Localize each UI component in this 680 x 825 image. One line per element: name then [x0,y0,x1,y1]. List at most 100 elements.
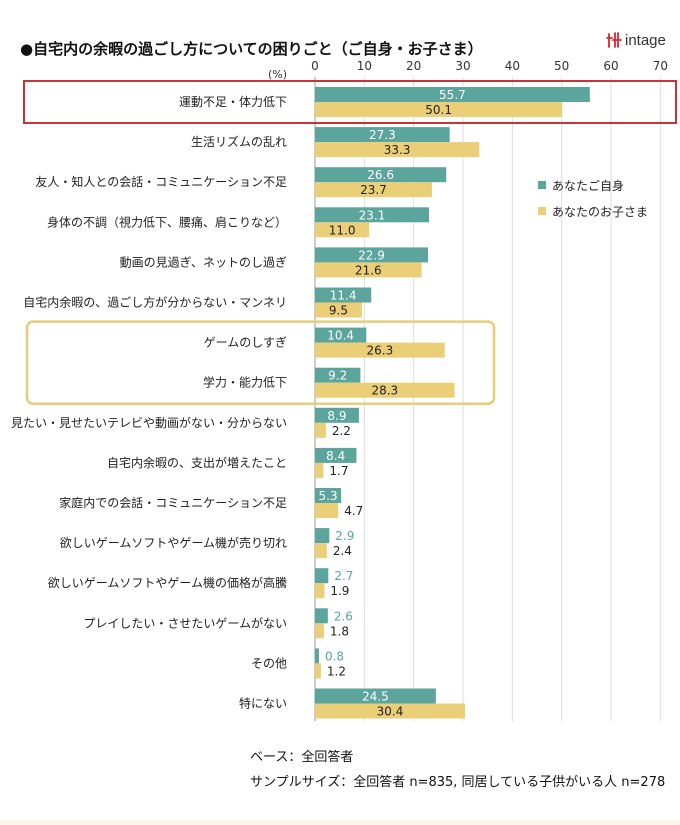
category-label: 特にない [239,696,287,711]
category-label: 欲しいゲームソフトやゲーム機の価格が高騰 [48,575,287,590]
bar-child [315,302,362,318]
category-label: 身体の不調（視力低下、腰痛、肩こりなど） [47,214,287,229]
unit-label: (%) [268,68,287,81]
bar-self [315,207,429,223]
bar-self [315,447,357,463]
bar-self [315,127,450,143]
bar-child-value-label: 2.2 [332,424,351,438]
x-tick-label: 30 [455,59,470,73]
bar-child [315,462,324,478]
bar-self [315,287,372,303]
category-label: 動画の見過ぎ、ネットのし過ぎ [120,255,287,269]
category-label: 運動不足・体力低下 [179,95,287,109]
bar-self-value-label: 11.4 [330,289,357,303]
bar-self [315,488,342,503]
bar-self-value-label: 24.5 [362,690,389,704]
bar-child [315,422,326,438]
highlight-box-red [23,80,677,124]
bar-chart: (%) 0 10 20 30 40 50 60 70 運動不足・体力低下 55.750.1 生活リズム… [11,59,677,721]
bar-self [315,407,359,423]
bar-child-value-label: 9.5 [329,304,348,318]
bar-child [315,142,480,158]
x-tick-label: 70 [653,59,668,73]
bar-child-value-label: 11.0 [329,223,356,237]
bar-self-value-label: 23.1 [359,208,386,222]
bar-self [315,688,436,704]
bar-child [315,102,563,117]
x-tick-label: 20 [406,59,421,73]
category-label: 生活リズムの乱れ [191,134,287,149]
sample-size-note: サンプルサイズ：全回答者 n=835, 同居している子供がいる人 n=278 [250,775,666,790]
bar-child-value-label: 4.7 [344,504,363,518]
bar-child [315,182,432,198]
bar-child-value-label: 2.4 [333,544,352,558]
bar-child-value-label: 26.3 [367,344,394,358]
bar-self [315,648,319,664]
highlight-box-yellow [25,320,496,405]
bar-self-value-label: 5.3 [319,489,338,503]
chart-title: ●自宅内の余暇の過ごし方についての困りごと（ご自身・お子さま） [20,40,483,58]
category-label: 欲しいゲームソフトやゲーム機が売り切れ [60,535,287,550]
bar-child [315,543,327,559]
bar-child [315,703,465,719]
category-label: 学力・能力低下 [203,375,287,390]
x-tick-label: 10 [357,59,372,73]
bar-child [315,342,445,358]
bar-child-value-label: 30.4 [377,705,404,719]
legend-label: あなたのお子さま [552,205,648,219]
bar-self [315,247,428,263]
bar-child-value-label: 33.3 [384,143,411,157]
category-label: 友人・知人との会話・コミュニケーション不足 [35,174,287,189]
bar-self [315,327,367,343]
bar-self-value-label: 22.9 [358,248,385,262]
bar-self-value-label: 27.3 [369,128,396,142]
bar-self-value-label: 26.6 [367,168,394,182]
bar-self [315,568,329,584]
category-label: 自宅内余暇の、過ごし方が分からない・マンネリ [23,295,287,310]
bar-self-value-label: 8.9 [327,409,346,423]
intage-logo-icon [606,32,622,48]
bar-child [315,623,324,639]
category-label: 見たい・見せたいテレビや動画がない・分からない [11,415,287,430]
logo-text: intage [625,31,666,49]
bar-self [315,167,447,183]
x-tick-label: 60 [603,59,618,73]
category-label: プレイしたい・させたいゲームがない [83,615,287,630]
bar-self-value-label: 8.4 [326,449,345,463]
bar-self [315,528,330,544]
base-note: ベース：全回答者 [250,750,354,765]
category-label: その他 [251,656,287,670]
bar-child [315,583,325,599]
bottom-divider [0,820,680,825]
bar-child [315,382,455,398]
bar-child [315,222,370,238]
bar-child-value-label: 1.9 [330,584,349,598]
legend-label: あなたご自身 [552,178,624,193]
bar-self-value-label: 9.2 [328,369,347,383]
bar-child-value-label: 50.1 [425,103,452,117]
category-label: 自宅内余暇の、支出が増えたこと [107,455,287,470]
legend-swatch [538,181,546,189]
category-label: ゲームのしすぎ [204,336,287,350]
bar-child-value-label: 23.7 [360,183,387,197]
bar-child [315,663,321,679]
bar-self-value-label: 2.9 [335,529,354,543]
category-label: 家庭内での会話・コミュニケーション不足 [59,495,287,510]
bar-child-value-label: 1.2 [327,664,346,678]
bar-self [315,608,328,624]
bar-self-value-label: 2.7 [334,569,353,583]
intage-logo: intage [606,31,666,49]
bar-self-value-label: 10.4 [327,329,354,343]
bar-child [315,503,339,518]
legend-swatch [538,207,546,215]
bar-self-value-label: 2.6 [334,609,353,623]
x-tick-label: 40 [505,59,520,73]
bar-self-value-label: 55.7 [439,88,466,102]
bar-self [315,367,361,383]
bar-child-value-label: 1.8 [330,624,349,638]
bar-child-value-label: 21.6 [355,263,382,277]
bar-child-value-label: 1.7 [329,464,348,478]
bar-child-value-label: 28.3 [371,384,398,398]
x-tick-label: 50 [554,59,569,73]
bar-child [315,262,422,278]
